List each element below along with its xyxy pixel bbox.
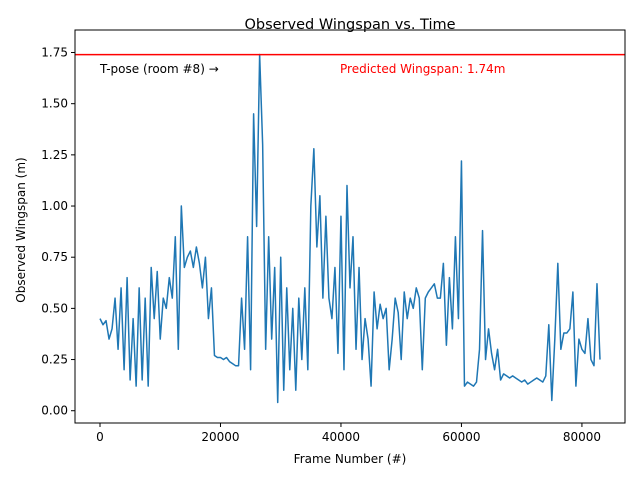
- chart-title: Observed Wingspan vs. Time: [244, 17, 455, 33]
- y-tick-label: 0.50: [41, 301, 68, 315]
- x-tick-label: 60000: [442, 430, 480, 444]
- x-tick-label: 20000: [201, 430, 239, 444]
- y-tick-label: 1.50: [41, 97, 68, 111]
- data-line: [99, 53, 601, 404]
- y-tick-label: 0.00: [41, 404, 68, 418]
- y-tick-label: 1.75: [41, 46, 68, 60]
- x-tick-label: 0: [96, 430, 104, 444]
- y-tick-label: 0.75: [41, 250, 68, 264]
- plot-frame: [74, 29, 626, 424]
- annotation: T-pose (room #8) →: [99, 62, 219, 76]
- y-tick-label: 1.00: [41, 199, 68, 213]
- y-tick-label: 1.25: [41, 148, 68, 162]
- x-tick-label: 80000: [563, 430, 601, 444]
- y-axis-label: Observed Wingspan (m): [14, 157, 28, 302]
- x-axis-label: Frame Number (#): [294, 452, 407, 466]
- y-tick-label: 0.25: [41, 353, 68, 367]
- x-tick-label: 40000: [322, 430, 360, 444]
- annotation: Predicted Wingspan: 1.74m: [340, 62, 505, 76]
